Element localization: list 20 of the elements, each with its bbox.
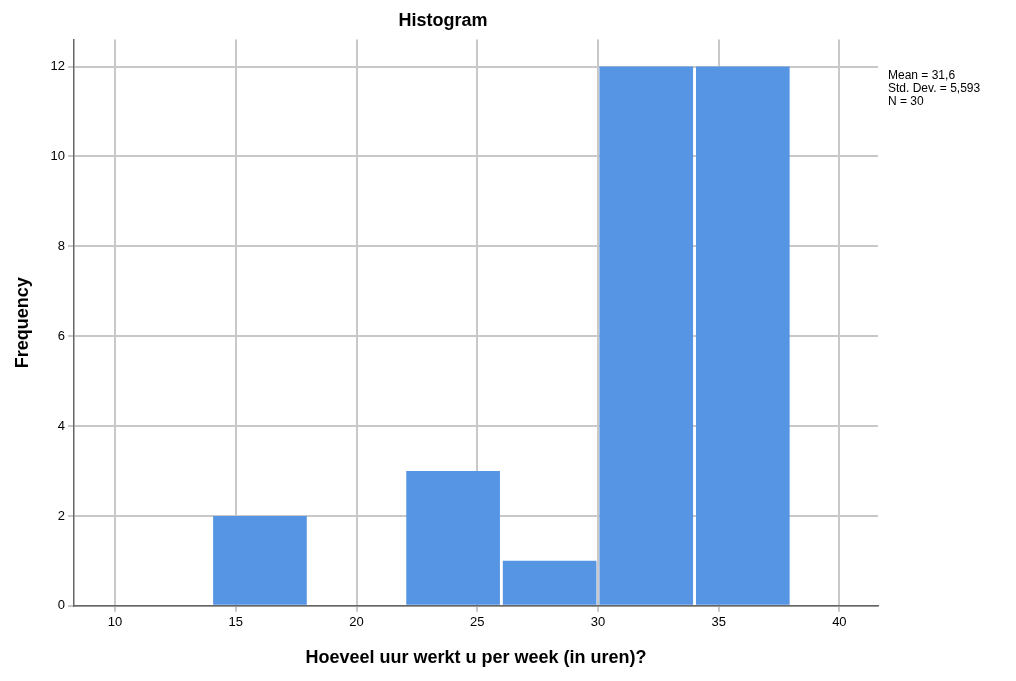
y-tick-label: 0 bbox=[57, 597, 66, 613]
y-tick-label: 2 bbox=[57, 507, 66, 523]
y-axis-title: Frequency bbox=[11, 277, 32, 369]
y-tick-label: 4 bbox=[57, 417, 66, 433]
x-tick-label: 10 bbox=[107, 614, 123, 630]
x-tick-label: 15 bbox=[228, 614, 244, 630]
x-tick-label: 40 bbox=[832, 614, 847, 630]
x-tick-label: 30 bbox=[590, 614, 606, 630]
y-tick-label: 10 bbox=[50, 148, 66, 164]
text: N = 30 bbox=[888, 93, 925, 108]
y-tick-label: 12 bbox=[50, 58, 66, 74]
text: Mean = 31,6 bbox=[888, 67, 956, 82]
text: Std. Dev. = 5,593 bbox=[888, 80, 981, 95]
y-tick-label: 6 bbox=[57, 327, 66, 343]
x-tick-label: 20 bbox=[349, 614, 364, 630]
chart-title: Histogram bbox=[398, 9, 488, 30]
x-tick-label: 35 bbox=[711, 614, 726, 630]
x-tick-label: 25 bbox=[470, 614, 485, 630]
x-axis-title: Hoeveel uur werkt u per week (in uren)? bbox=[305, 647, 647, 668]
y-tick-label: 8 bbox=[57, 237, 66, 253]
